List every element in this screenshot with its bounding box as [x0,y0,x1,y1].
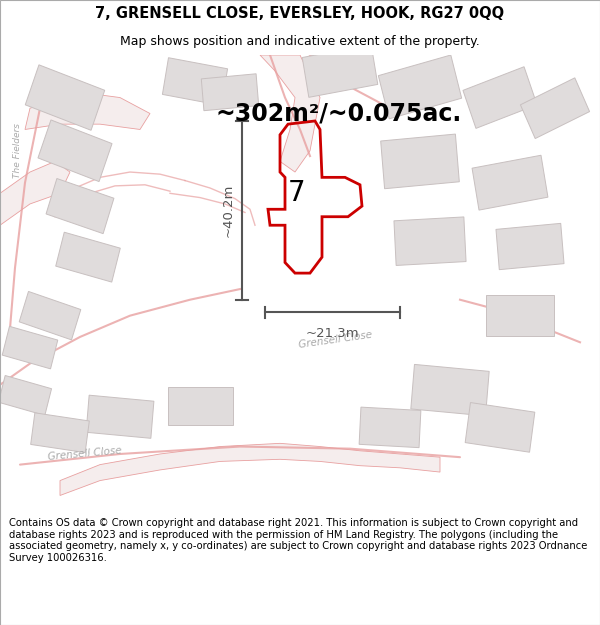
Polygon shape [302,44,378,98]
Polygon shape [19,291,81,340]
Polygon shape [260,55,320,172]
Text: ~21.3m: ~21.3m [305,328,359,340]
Text: 7: 7 [288,179,306,208]
Text: The Fielders: The Fielders [13,123,23,178]
Polygon shape [394,217,466,266]
Polygon shape [25,65,105,130]
Polygon shape [359,407,421,447]
Polygon shape [46,179,114,234]
Text: ~40.2m: ~40.2m [221,184,235,237]
Polygon shape [163,58,227,106]
Polygon shape [465,402,535,452]
Polygon shape [520,78,590,139]
Polygon shape [486,296,554,336]
Polygon shape [0,161,70,225]
Polygon shape [167,388,233,425]
Polygon shape [31,413,89,452]
Text: Grensell Close: Grensell Close [298,330,373,350]
Polygon shape [380,134,460,189]
Polygon shape [86,395,154,438]
Polygon shape [38,120,112,182]
Text: Contains OS data © Crown copyright and database right 2021. This information is : Contains OS data © Crown copyright and d… [9,518,587,563]
Polygon shape [201,74,259,111]
Polygon shape [379,55,461,119]
Polygon shape [496,223,564,269]
Polygon shape [56,232,120,282]
Text: Grensell Close: Grensell Close [47,446,122,462]
Polygon shape [2,326,58,369]
Polygon shape [60,443,440,496]
Text: 7, GRENSELL CLOSE, EVERSLEY, HOOK, RG27 0QQ: 7, GRENSELL CLOSE, EVERSLEY, HOOK, RG27 … [95,6,505,21]
Polygon shape [472,155,548,210]
Polygon shape [0,376,52,416]
Polygon shape [25,92,150,129]
Text: Map shows position and indicative extent of the property.: Map shows position and indicative extent… [120,35,480,48]
Polygon shape [463,67,537,128]
Polygon shape [411,364,489,416]
Text: ~302m²/~0.075ac.: ~302m²/~0.075ac. [215,101,461,126]
